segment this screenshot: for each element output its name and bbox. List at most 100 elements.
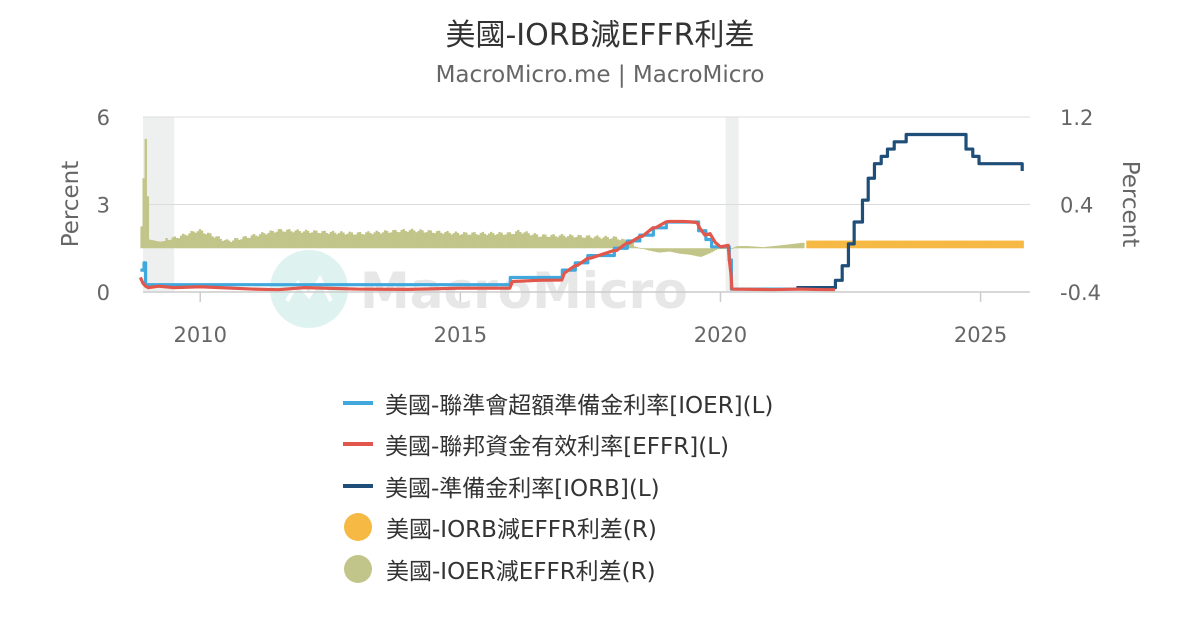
- bar-ioer-spread: [152, 240, 156, 249]
- bar-iorb-spread: [963, 240, 967, 249]
- bar-iorb-spread: [934, 240, 937, 249]
- bar-ioer-spread: [521, 233, 524, 249]
- bar-ioer-spread: [227, 240, 231, 249]
- bar-ioer-spread: [621, 238, 624, 249]
- bar-ioer-spread: [596, 235, 599, 249]
- y-axis-left-label: Percent: [58, 161, 84, 248]
- bar-iorb-spread: [993, 240, 996, 249]
- bar-ioer-spread: [417, 231, 420, 249]
- bar-iorb-spread: [818, 240, 821, 249]
- bar-ioer-spread: [681, 248, 684, 254]
- legend-item-iorb[interactable]: 美國-準備金利率[IORB](L): [343, 465, 773, 507]
- bar-ioer-spread: [402, 229, 405, 249]
- bar-ioer-spread: [217, 236, 220, 249]
- bar-ioer-spread: [654, 248, 657, 252]
- bar-iorb-spread: [817, 240, 820, 249]
- bar-ioer-spread: [437, 230, 441, 249]
- bar-ioer-spread: [585, 235, 589, 249]
- bar-ioer-spread: [475, 234, 478, 249]
- bar-ioer-spread: [506, 232, 510, 249]
- bar-ioer-spread: [240, 239, 243, 249]
- bar-iorb-spread: [870, 240, 873, 249]
- bar-ioer-spread: [429, 230, 433, 249]
- bar-ioer-spread: [662, 248, 666, 253]
- bar-ioer-spread: [712, 248, 716, 252]
- bar-ioer-spread: [288, 229, 291, 249]
- bar-ioer-spread: [696, 248, 699, 257]
- bar-iorb-spread: [967, 240, 970, 249]
- bar-iorb-spread: [946, 240, 949, 249]
- bar-iorb-spread: [948, 240, 951, 249]
- y-right-tick-label: 0.4: [1060, 194, 1093, 218]
- bar-iorb-spread: [929, 240, 932, 249]
- bar-ioer-spread: [535, 234, 539, 249]
- bar-ioer-spread: [171, 237, 175, 249]
- bar-ioer-spread: [498, 232, 501, 249]
- bar-iorb-spread: [821, 240, 825, 249]
- bar-ioer-spread: [575, 236, 578, 249]
- bar-ioer-spread: [539, 236, 543, 249]
- bar-iorb-spread: [812, 240, 815, 249]
- bar-iorb-spread: [903, 240, 906, 249]
- bar-ioer-spread: [560, 234, 564, 249]
- bar-ioer-spread: [169, 239, 172, 249]
- bar-ioer-spread: [779, 245, 782, 249]
- bar-iorb-spread: [985, 240, 988, 249]
- bar-iorb-spread: [981, 240, 984, 249]
- legend-item-ioer[interactable]: 美國-聯準會超額準備金利率[IOER](L): [343, 382, 773, 424]
- bar-ioer-spread: [213, 237, 216, 249]
- bar-iorb-spread: [990, 240, 993, 249]
- series-iorb-line: [796, 132, 1024, 290]
- bar-iorb-spread: [906, 240, 909, 249]
- bar-iorb-spread: [876, 240, 879, 249]
- bar-iorb-spread: [878, 240, 881, 249]
- bar-ioer-spread: [487, 233, 491, 249]
- bar-ioer-spread: [714, 248, 718, 250]
- bar-iorb-spread: [840, 240, 843, 249]
- bar-ioer-spread: [741, 246, 745, 249]
- bar-ioer-spread: [259, 234, 262, 249]
- legend-item-effr[interactable]: 美國-聯邦資金有效利率[EFFR](L): [343, 424, 773, 466]
- y-left-tick-label: 3: [97, 194, 110, 218]
- bar-iorb-spread: [1002, 240, 1006, 249]
- bar-ioer-spread: [641, 248, 645, 250]
- legend-item-iorb-spread[interactable]: 美國-IORB減EFFR利差(R): [343, 507, 773, 549]
- bar-iorb-spread: [1013, 240, 1017, 249]
- bar-ioer-spread: [306, 230, 310, 249]
- bar-iorb-spread: [913, 240, 917, 249]
- bar-iorb-spread: [968, 240, 971, 249]
- bar-iorb-spread: [918, 240, 921, 249]
- bar-ioer-spread: [390, 232, 393, 249]
- bar-iorb-spread: [825, 240, 828, 249]
- bar-ioer-spread: [398, 232, 401, 249]
- bar-ioer-spread: [440, 232, 443, 249]
- bar-ioer-spread: [140, 226, 143, 249]
- bar-ioer-spread: [400, 229, 403, 249]
- bar-ioer-spread: [319, 233, 322, 249]
- bar-iorb-spread: [945, 240, 948, 249]
- bar-ioer-spread: [720, 248, 724, 250]
- bar-ioer-spread: [702, 248, 705, 256]
- bar-iorb-spread: [835, 240, 839, 249]
- legend-item-ioer-spread[interactable]: 美國-IOER減EFFR利差(R): [343, 548, 773, 590]
- bar-ioer-spread: [163, 241, 166, 249]
- bar-ioer-spread: [604, 235, 607, 249]
- bar-iorb-spread: [926, 240, 929, 249]
- bar-iorb-spread: [959, 240, 962, 249]
- bar-iorb-spread: [1020, 240, 1023, 249]
- series-iorb-effr-spread: [806, 240, 1024, 249]
- series-lines: [138, 132, 1024, 292]
- bar-ioer-spread: [363, 234, 366, 249]
- bar-ioer-spread: [206, 232, 210, 249]
- bar-iorb-spread: [904, 240, 907, 249]
- bar-ioer-spread: [234, 238, 237, 249]
- bar-ioer-spread: [263, 233, 266, 249]
- bar-ioer-spread: [336, 234, 339, 249]
- bar-iorb-spread: [907, 240, 910, 249]
- bar-ioer-spread: [483, 233, 487, 249]
- bar-ioer-spread: [283, 231, 287, 249]
- bar-ioer-spread: [677, 248, 680, 254]
- bar-ioer-spread: [683, 248, 686, 255]
- bar-ioer-spread: [691, 248, 695, 256]
- bar-ioer-spread: [358, 232, 362, 249]
